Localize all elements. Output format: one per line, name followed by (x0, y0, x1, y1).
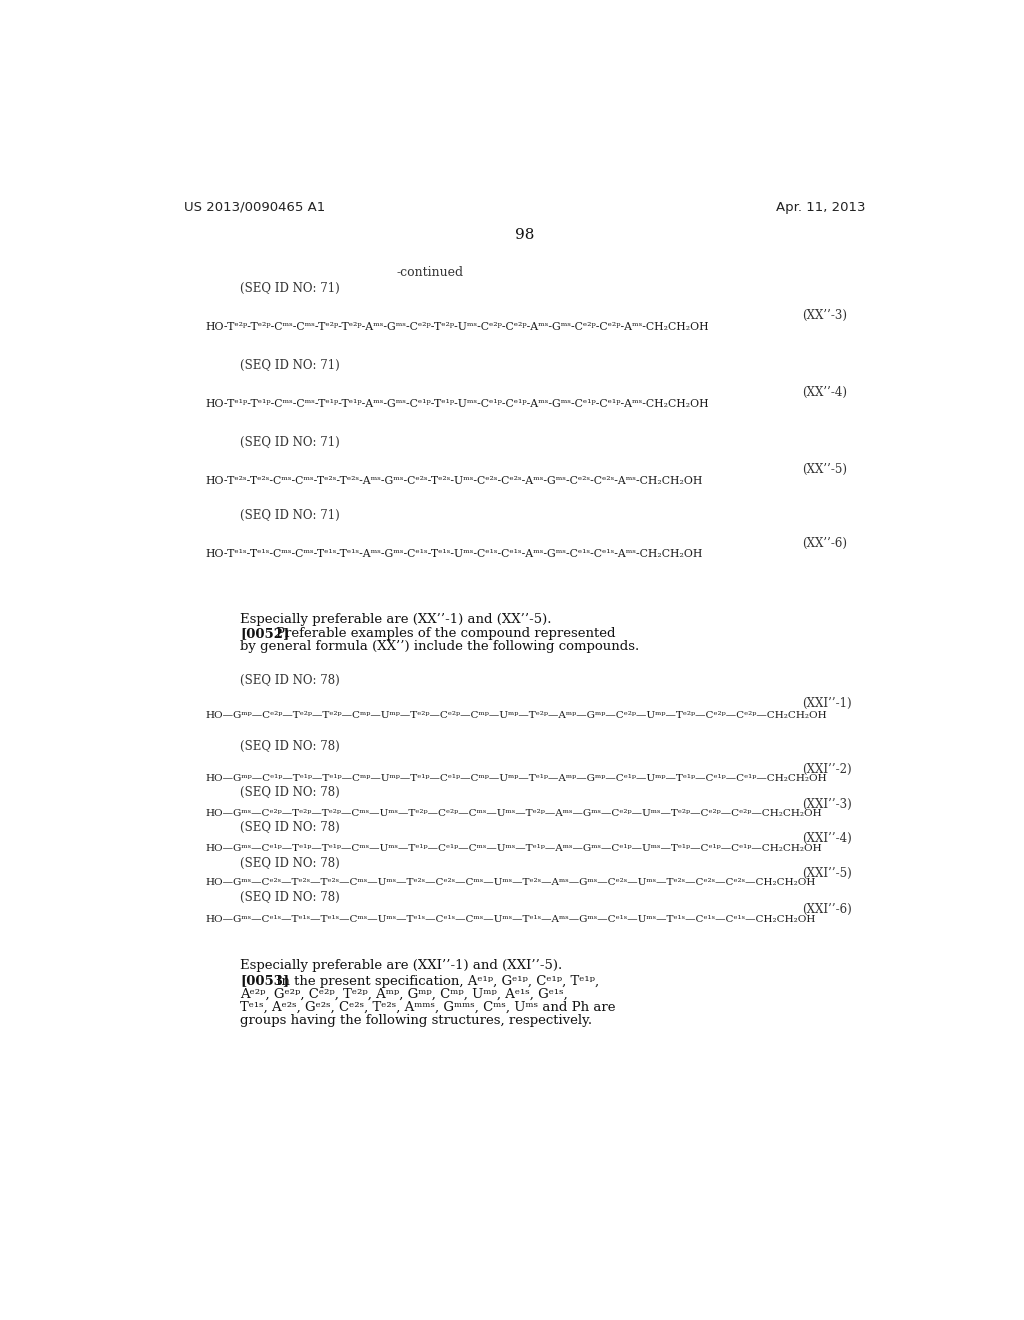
Text: (XXI’’-1): (XXI’’-1) (802, 697, 852, 710)
Text: Especially preferable are (XXI’’-1) and (XXI’’-5).: Especially preferable are (XXI’’-1) and … (241, 960, 562, 973)
Text: (XXI’’-3): (XXI’’-3) (802, 797, 852, 810)
Text: Especially preferable are (XX’’-1) and (XX’’-5).: Especially preferable are (XX’’-1) and (… (241, 612, 552, 626)
Text: (SEQ ID NO: 78): (SEQ ID NO: 78) (241, 675, 340, 688)
Text: (SEQ ID NO: 78): (SEQ ID NO: 78) (241, 785, 340, 799)
Text: (XX’’-3): (XX’’-3) (802, 309, 847, 322)
Text: (XX’’-5): (XX’’-5) (802, 463, 847, 477)
Text: Apr. 11, 2013: Apr. 11, 2013 (776, 201, 866, 214)
Text: HO—Gᵐˢ—Cᵉ¹ˢ—Tᵉ¹ˢ—Tᵉ¹ˢ—Cᵐˢ—Uᵐˢ—Tᵉ¹ˢ—Cᵉ¹ˢ—Cᵐˢ—Uᵐˢ—Tᵉ¹ˢ—Aᵐˢ—Gᵐˢ—Cᵉ¹ˢ—Uᵐˢ—Tᵉ¹ˢ—Cᵉ¹ˢ—: HO—Gᵐˢ—Cᵉ¹ˢ—Tᵉ¹ˢ—Tᵉ¹ˢ—Cᵐˢ—Uᵐˢ—Tᵉ¹ˢ—Cᵉ¹ˢ—… (206, 915, 816, 924)
Text: (XXI’’-4): (XXI’’-4) (802, 832, 852, 845)
Text: (XXI’’-2): (XXI’’-2) (802, 763, 852, 776)
Text: (XXI’’-5): (XXI’’-5) (802, 867, 852, 880)
Text: Preferable examples of the compound represented: Preferable examples of the compound repr… (276, 627, 615, 640)
Text: (SEQ ID NO: 71): (SEQ ID NO: 71) (241, 508, 340, 521)
Text: Tᵉ¹ˢ, Aᵉ²ˢ, Gᵉ²ˢ, Cᵉ²ˢ, Tᵉ²ˢ, Aᵐᵐˢ, Gᵐᵐˢ, Cᵐˢ, Uᵐˢ and Ph are: Tᵉ¹ˢ, Aᵉ²ˢ, Gᵉ²ˢ, Cᵉ²ˢ, Tᵉ²ˢ, Aᵐᵐˢ, Gᵐᵐˢ… (241, 1001, 615, 1014)
Text: HO—Gᵐˢ—Cᵉ²ˢ—Tᵉ²ˢ—Tᵉ²ˢ—Cᵐˢ—Uᵐˢ—Tᵉ²ˢ—Cᵉ²ˢ—Cᵐˢ—Uᵐˢ—Tᵉ²ˢ—Aᵐˢ—Gᵐˢ—Cᵉ²ˢ—Uᵐˢ—Tᵉ²ˢ—Cᵉ²ˢ—: HO—Gᵐˢ—Cᵉ²ˢ—Tᵉ²ˢ—Tᵉ²ˢ—Cᵐˢ—Uᵐˢ—Tᵉ²ˢ—Cᵉ²ˢ—… (206, 878, 816, 887)
Text: (SEQ ID NO: 78): (SEQ ID NO: 78) (241, 821, 340, 834)
Text: (SEQ ID NO: 71): (SEQ ID NO: 71) (241, 281, 340, 294)
Text: (SEQ ID NO: 71): (SEQ ID NO: 71) (241, 359, 340, 372)
Text: 98: 98 (515, 227, 535, 242)
Text: (SEQ ID NO: 78): (SEQ ID NO: 78) (241, 739, 340, 752)
Text: by general formula (XX’’) include the following compounds.: by general formula (XX’’) include the fo… (241, 640, 640, 653)
Text: (XXI’’-6): (XXI’’-6) (802, 903, 852, 916)
Text: HO—Gᵐˢ—Cᵉ¹ᵖ—Tᵉ¹ᵖ—Tᵉ¹ᵖ—Cᵐˢ—Uᵐˢ—Tᵉ¹ᵖ—Cᵉ¹ᵖ—Cᵐˢ—Uᵐˢ—Tᵉ¹ᵖ—Aᵐˢ—Gᵐˢ—Cᵉ¹ᵖ—Uᵐˢ—Tᵉ¹ᵖ—Cᵉ¹ᵖ—: HO—Gᵐˢ—Cᵉ¹ᵖ—Tᵉ¹ᵖ—Tᵉ¹ᵖ—Cᵐˢ—Uᵐˢ—Tᵉ¹ᵖ—Cᵉ¹ᵖ—… (206, 843, 822, 853)
Text: (SEQ ID NO: 78): (SEQ ID NO: 78) (241, 891, 340, 904)
Text: -continued: -continued (396, 267, 464, 280)
Text: (XX’’-4): (XX’’-4) (802, 387, 847, 400)
Text: [0052]: [0052] (241, 627, 290, 640)
Text: HO—Gᵐˢ—Cᵉ²ᵖ—Tᵉ²ᵖ—Tᵉ²ᵖ—Cᵐˢ—Uᵐˢ—Tᵉ²ᵖ—Cᵉ²ᵖ—Cᵐˢ—Uᵐˢ—Tᵉ²ᵖ—Aᵐˢ—Gᵐˢ—Cᵉ²ᵖ—Uᵐˢ—Tᵉ²ᵖ—Cᵉ²ᵖ—: HO—Gᵐˢ—Cᵉ²ᵖ—Tᵉ²ᵖ—Tᵉ²ᵖ—Cᵐˢ—Uᵐˢ—Tᵉ²ᵖ—Cᵉ²ᵖ—… (206, 809, 822, 818)
Text: HO—Gᵐᵖ—Cᵉ¹ᵖ—Tᵉ¹ᵖ—Tᵉ¹ᵖ—Cᵐᵖ—Uᵐᵖ—Tᵉ¹ᵖ—Cᵉ¹ᵖ—Cᵐᵖ—Uᵐᵖ—Tᵉ¹ᵖ—Aᵐᵖ—Gᵐᵖ—Cᵉ¹ᵖ—Uᵐᵖ—Tᵉ¹ᵖ—Cᵉ¹ᵖ—: HO—Gᵐᵖ—Cᵉ¹ᵖ—Tᵉ¹ᵖ—Tᵉ¹ᵖ—Cᵐᵖ—Uᵐᵖ—Tᵉ¹ᵖ—Cᵉ¹ᵖ—… (206, 775, 827, 783)
Text: US 2013/0090465 A1: US 2013/0090465 A1 (183, 201, 325, 214)
Text: [0053]: [0053] (241, 974, 290, 987)
Text: HO-Tᵉ¹ˢ-Tᵉ¹ˢ-Cᵐˢ-Cᵐˢ-Tᵉ¹ˢ-Tᵉ¹ˢ-Aᵐˢ-Gᵐˢ-Cᵉ¹ˢ-Tᵉ¹ˢ-Uᵐˢ-Cᵉ¹ˢ-Cᵉ¹ˢ-Aᵐˢ-Gᵐˢ-Cᵉ¹ˢ-Cᵉ¹ˢ: HO-Tᵉ¹ˢ-Tᵉ¹ˢ-Cᵐˢ-Cᵐˢ-Tᵉ¹ˢ-Tᵉ¹ˢ-Aᵐˢ-Gᵐˢ-C… (206, 549, 702, 558)
Text: HO—Gᵐᵖ—Cᵉ²ᵖ—Tᵉ²ᵖ—Tᵉ²ᵖ—Cᵐᵖ—Uᵐᵖ—Tᵉ²ᵖ—Cᵉ²ᵖ—Cᵐᵖ—Uᵐᵖ—Tᵉ²ᵖ—Aᵐᵖ—Gᵐᵖ—Cᵉ²ᵖ—Uᵐᵖ—Tᵉ²ᵖ—Cᵉ²ᵖ—: HO—Gᵐᵖ—Cᵉ²ᵖ—Tᵉ²ᵖ—Tᵉ²ᵖ—Cᵐᵖ—Uᵐᵖ—Tᵉ²ᵖ—Cᵉ²ᵖ—… (206, 711, 827, 721)
Text: Aᵉ²ᵖ, Gᵉ²ᵖ, Cᵉ²ᵖ, Tᵉ²ᵖ, Aᵐᵖ, Gᵐᵖ, Cᵐᵖ, Uᵐᵖ, Aᵉ¹ˢ, Gᵉ¹ˢ,: Aᵉ²ᵖ, Gᵉ²ᵖ, Cᵉ²ᵖ, Tᵉ²ᵖ, Aᵐᵖ, Gᵐᵖ, Cᵐᵖ, U… (241, 987, 568, 1001)
Text: (SEQ ID NO: 71): (SEQ ID NO: 71) (241, 436, 340, 449)
Text: In the present specification, Aᵉ¹ᵖ, Gᵉ¹ᵖ, Cᵉ¹ᵖ, Tᵉ¹ᵖ,: In the present specification, Aᵉ¹ᵖ, Gᵉ¹ᵖ… (276, 974, 599, 987)
Text: groups having the following structures, respectively.: groups having the following structures, … (241, 1014, 593, 1027)
Text: (XX’’-6): (XX’’-6) (802, 536, 847, 549)
Text: HO-Tᵉ¹ᵖ-Tᵉ¹ᵖ-Cᵐˢ-Cᵐˢ-Tᵉ¹ᵖ-Tᵉ¹ᵖ-Aᵐˢ-Gᵐˢ-Cᵉ¹ᵖ-Tᵉ¹ᵖ-Uᵐˢ-Cᵉ¹ᵖ-Cᵉ¹ᵖ-Aᵐˢ-Gᵐˢ-Cᵉ¹ᵖ-Cᵉ¹ᵖ: HO-Tᵉ¹ᵖ-Tᵉ¹ᵖ-Cᵐˢ-Cᵐˢ-Tᵉ¹ᵖ-Tᵉ¹ᵖ-Aᵐˢ-Gᵐˢ-C… (206, 399, 710, 409)
Text: (SEQ ID NO: 78): (SEQ ID NO: 78) (241, 857, 340, 870)
Text: HO-Tᵉ²ˢ-Tᵉ²ˢ-Cᵐˢ-Cᵐˢ-Tᵉ²ˢ-Tᵉ²ˢ-Aᵐˢ-Gᵐˢ-Cᵉ²ˢ-Tᵉ²ˢ-Uᵐˢ-Cᵉ²ˢ-Cᵉ²ˢ-Aᵐˢ-Gᵐˢ-Cᵉ²ˢ-Cᵉ²ˢ: HO-Tᵉ²ˢ-Tᵉ²ˢ-Cᵐˢ-Cᵐˢ-Tᵉ²ˢ-Tᵉ²ˢ-Aᵐˢ-Gᵐˢ-C… (206, 475, 702, 486)
Text: HO-Tᵉ²ᵖ-Tᵉ²ᵖ-Cᵐˢ-Cᵐˢ-Tᵉ²ᵖ-Tᵉ²ᵖ-Aᵐˢ-Gᵐˢ-Cᵉ²ᵖ-Tᵉ²ᵖ-Uᵐˢ-Cᵉ²ᵖ-Cᵉ²ᵖ-Aᵐˢ-Gᵐˢ-Cᵉ²ᵖ-Cᵉ²ᵖ: HO-Tᵉ²ᵖ-Tᵉ²ᵖ-Cᵐˢ-Cᵐˢ-Tᵉ²ᵖ-Tᵉ²ᵖ-Aᵐˢ-Gᵐˢ-C… (206, 322, 710, 331)
